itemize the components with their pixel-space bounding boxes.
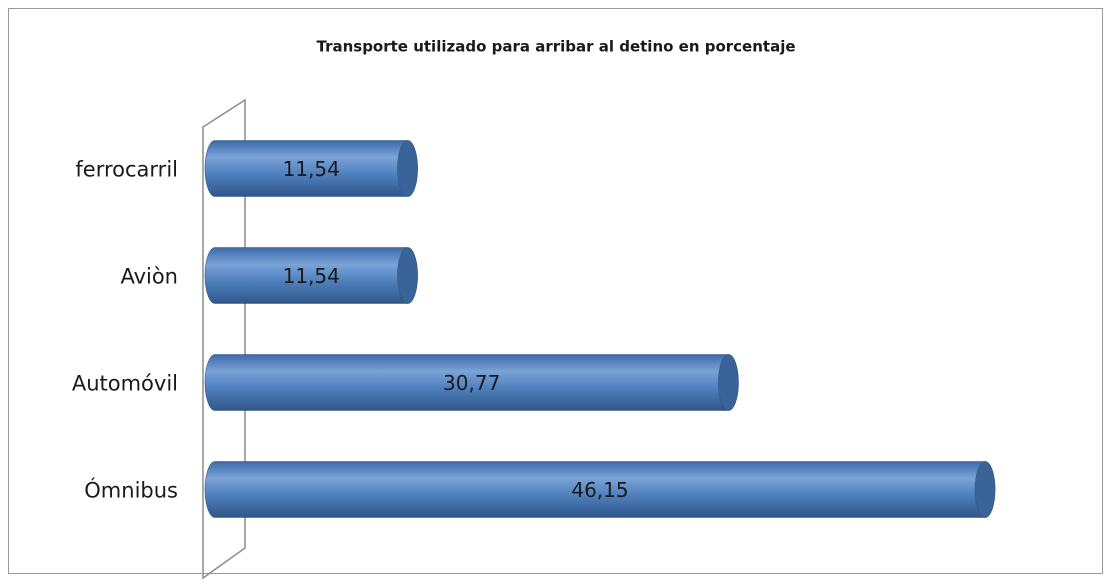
bar-cap [397,247,418,304]
back-wall [202,98,246,580]
y-tick-label: Aviòn [120,265,178,289]
value-label: 46,15 [571,478,628,502]
bar-cap [974,461,996,518]
y-tick-label: Ómnibus [84,478,178,503]
value-label: 11,54 [283,264,340,288]
bar-cap [397,140,418,197]
y-tick-label: Automóvil [72,372,178,396]
chart-title: Transporte utilizado para arribar al det… [316,38,795,56]
value-label: 11,54 [283,157,340,181]
value-label: 30,77 [443,371,500,395]
bar-cap [718,354,739,411]
y-tick-label: ferrocarril [75,158,178,182]
